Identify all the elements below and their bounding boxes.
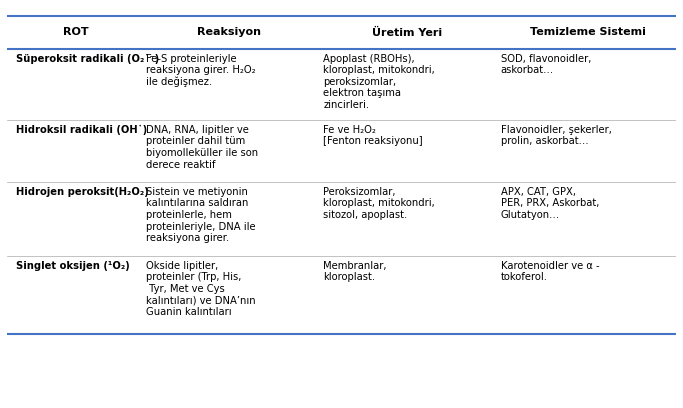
Text: Üretim Yeri: Üretim Yeri <box>372 27 442 38</box>
Text: DNA, RNA, lipitler ve
proteinler dahil tüm
biyomolleküller ile son
derece reakti: DNA, RNA, lipitler ve proteinler dahil t… <box>146 125 258 170</box>
Text: Temizleme Sistemi: Temizleme Sistemi <box>529 27 645 38</box>
Text: Reaksiyon: Reaksiyon <box>197 27 262 38</box>
Text: SOD, flavonoidler,
askorbat…: SOD, flavonoidler, askorbat… <box>501 54 591 75</box>
Text: Singlet oksijen (¹O₂): Singlet oksijen (¹O₂) <box>16 261 129 271</box>
Text: Apoplast (RBOHs),
kloroplast, mitokondri,
peroksizomlar,
elektron taşıma
zincirl: Apoplast (RBOHs), kloroplast, mitokondri… <box>324 54 435 110</box>
Text: APX, CAT, GPX,
PER, PRX, Askorbat,
Glutatyon…: APX, CAT, GPX, PER, PRX, Askorbat, Gluta… <box>501 187 599 220</box>
Text: Fe ve H₂O₂
[Fenton reaksiyonu]: Fe ve H₂O₂ [Fenton reaksiyonu] <box>324 125 423 146</box>
Text: ROT: ROT <box>63 27 88 38</box>
Text: Okside lipitler,
proteinler (Trp, His,
 Tyr, Met ve Cys
kalıntıları) ve DNA’nın
: Okside lipitler, proteinler (Trp, His, T… <box>146 261 255 317</box>
Text: Hidroksil radikali (OH˙): Hidroksil radikali (OH˙) <box>16 125 147 135</box>
Text: Membranlar,
kloroplast.: Membranlar, kloroplast. <box>324 261 387 282</box>
Text: Flavonoidler, şekerler,
prolin, askorbat…: Flavonoidler, şekerler, prolin, askorbat… <box>501 125 612 146</box>
Text: Karotenoidler ve α -
tokoferol.: Karotenoidler ve α - tokoferol. <box>501 261 600 282</box>
Text: Sistein ve metiyonin
kalıntılarına saldıran
proteinlerle, hem
proteinleriyle, DN: Sistein ve metiyonin kalıntılarına saldı… <box>146 187 255 243</box>
Text: Fe-S proteinleriyle
reaksiyona girer. H₂O₂
ile değişmez.: Fe-S proteinleriyle reaksiyona girer. H₂… <box>146 54 255 87</box>
Text: Peroksizomlar,
kloroplast, mitokondri,
sitozol, apoplast.: Peroksizomlar, kloroplast, mitokondri, s… <box>324 187 435 220</box>
Text: Hidrojen peroksit(H₂O₂): Hidrojen peroksit(H₂O₂) <box>16 187 148 197</box>
Text: Süperoksit radikali (O₂˙⁻): Süperoksit radikali (O₂˙⁻) <box>16 54 158 64</box>
